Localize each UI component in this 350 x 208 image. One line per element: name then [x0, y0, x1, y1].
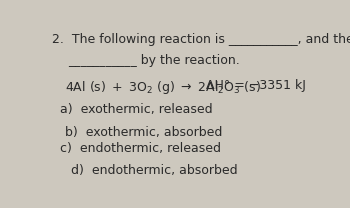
- Text: $\mathregular{4Al\ (s)\ +\ 3O_2\ (g)\ \rightarrow\ 2Al_2O_3\ (s)}$: $\mathregular{4Al\ (s)\ +\ 3O_2\ (g)\ \r…: [65, 79, 261, 97]
- Text: a)  exothermic, released: a) exothermic, released: [60, 103, 213, 116]
- Text: b)  exothermic, absorbed: b) exothermic, absorbed: [65, 126, 223, 139]
- Text: d)  endothermic, absorbed: d) endothermic, absorbed: [71, 164, 238, 177]
- Text: c)  endothermic, released: c) endothermic, released: [60, 142, 221, 155]
- Text: ___________ by the reaction.: ___________ by the reaction.: [68, 54, 240, 67]
- Text: 2.  The following reaction is ___________, and therefore heat is: 2. The following reaction is ___________…: [52, 33, 350, 46]
- Text: ΔH° = −3351 kJ: ΔH° = −3351 kJ: [206, 79, 306, 92]
